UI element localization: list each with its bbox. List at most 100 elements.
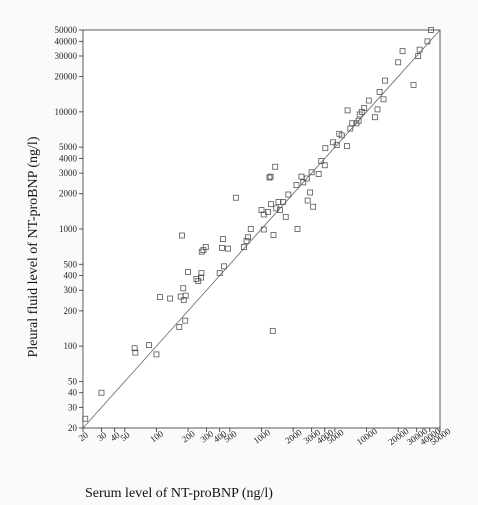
data-point [240, 244, 247, 251]
data-point [376, 89, 383, 95]
data-point [98, 389, 105, 396]
data-point [131, 345, 138, 352]
data-point [338, 132, 345, 139]
data-point [219, 244, 225, 251]
x-tick-label: 10000 [355, 426, 380, 447]
data-point [285, 191, 292, 198]
data-point [318, 158, 325, 164]
data-point [232, 194, 239, 201]
data-point [349, 120, 356, 127]
data-point [361, 105, 368, 111]
data-point [153, 351, 160, 358]
data-point [293, 182, 300, 189]
data-point [333, 142, 340, 149]
data-point [247, 226, 254, 232]
data-point [269, 327, 276, 334]
x-tick-label: 100 [148, 428, 165, 444]
data-point [220, 236, 226, 242]
y-tick-label: 2000 [59, 189, 78, 199]
data-point [365, 97, 372, 104]
data-point [243, 238, 250, 244]
data-point [275, 199, 282, 205]
data-point [307, 189, 313, 196]
data-point [198, 270, 205, 277]
data-point [382, 77, 388, 84]
y-axis-title: Pleural fluid level of NT-proBNP (ng/l) [26, 136, 41, 357]
y-tick-label: 400 [64, 271, 78, 281]
data-point [182, 317, 189, 324]
data-point [167, 295, 174, 302]
data-point [202, 244, 209, 251]
data-point [308, 169, 315, 176]
data-point [273, 205, 280, 212]
x-tick-label: 1000 [252, 427, 273, 446]
data-point [225, 245, 231, 252]
y-tick-label: 30 [68, 402, 78, 412]
x-tick-label: 200 [180, 428, 197, 444]
data-point [355, 117, 362, 124]
data-point [399, 48, 406, 55]
y-tick-label: 4000 [59, 153, 78, 163]
data-point [260, 226, 267, 233]
data-point [180, 285, 187, 292]
x-tick-label: 500 [222, 428, 239, 444]
y-tick-label: 10000 [55, 107, 78, 117]
y-axis: 2030405010020030040050010002000300040005… [55, 25, 83, 433]
data-point [146, 342, 152, 349]
data-point [185, 269, 191, 275]
x-tick-label: 2000 [283, 427, 304, 446]
data-point [424, 38, 431, 45]
y-tick-label: 300 [64, 285, 78, 295]
data-point [266, 174, 273, 181]
data-point [277, 207, 283, 214]
data-point [267, 173, 274, 180]
data-point [245, 234, 251, 241]
y-tick-label: 5000 [59, 142, 78, 152]
y-tick-label: 40000 [55, 36, 78, 46]
data-point [197, 274, 204, 281]
data-point [193, 275, 200, 282]
y-tick-label: 40 [68, 388, 78, 398]
data-point [182, 292, 189, 299]
data-point [300, 179, 307, 186]
y-tick-label: 200 [64, 306, 78, 316]
data-point [428, 27, 434, 33]
data-point [416, 46, 423, 53]
data-point [380, 96, 387, 103]
y-tick-label: 20000 [55, 72, 78, 82]
y-tick-label: 20 [68, 423, 78, 433]
data-point [294, 226, 301, 232]
data-point [221, 263, 227, 270]
data-point [374, 106, 381, 113]
y-tick-label: 100 [64, 341, 78, 351]
data-point [280, 199, 286, 205]
data-point [198, 248, 205, 255]
data-point [176, 323, 183, 330]
data-point [344, 143, 350, 150]
data-point [344, 107, 351, 114]
data-point [82, 415, 89, 422]
data-point [410, 81, 417, 88]
data-point [157, 294, 163, 301]
data-point [395, 59, 402, 66]
y-tick-label: 30000 [55, 51, 78, 61]
x-axis-title: Serum level of NT-proBNP (ng/l) [85, 486, 273, 501]
data-point [132, 349, 139, 356]
data-point [415, 53, 422, 59]
y-tick-label: 50000 [55, 25, 78, 35]
data-points [82, 27, 434, 422]
x-tick-label: 50 [119, 430, 133, 444]
data-point [270, 232, 277, 238]
data-point [322, 145, 329, 152]
data-point [179, 232, 185, 239]
x-tick-label: 30 [95, 430, 109, 444]
y-tick-label: 50 [68, 376, 78, 386]
data-point [216, 270, 223, 277]
data-point [304, 197, 311, 204]
data-point [264, 208, 271, 215]
y-tick-label: 1000 [59, 224, 78, 234]
data-point [268, 201, 274, 208]
y-tick-label: 3000 [59, 168, 78, 178]
data-point [371, 114, 378, 121]
